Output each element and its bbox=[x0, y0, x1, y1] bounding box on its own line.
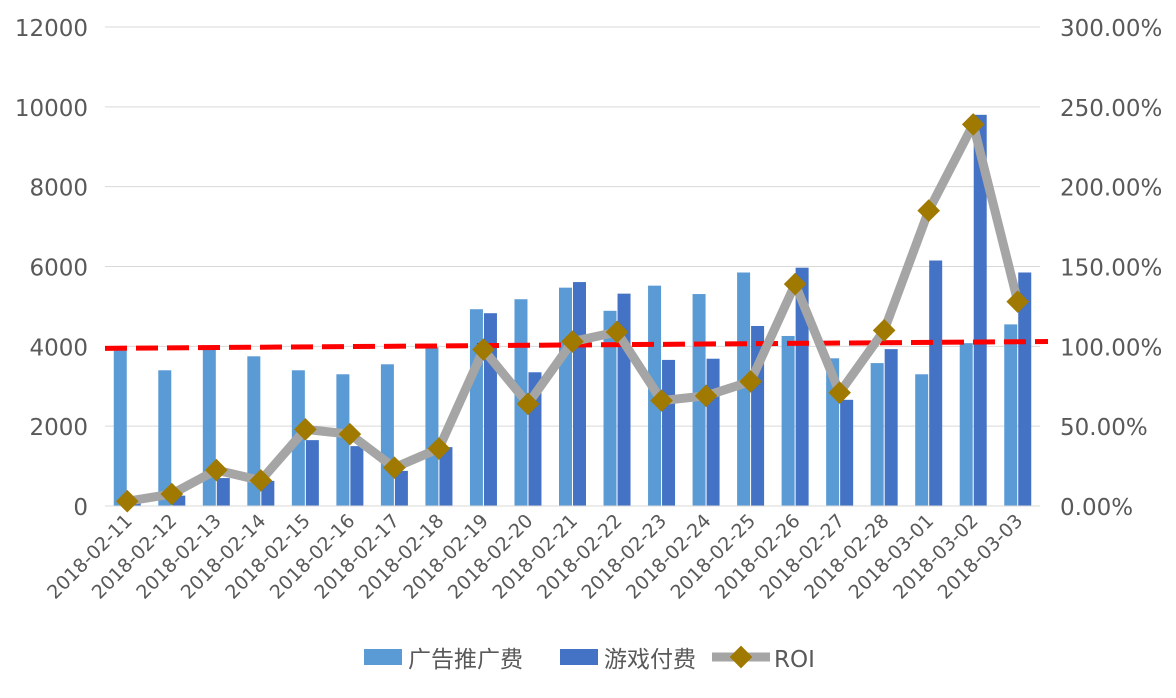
game-pay-bar bbox=[1018, 272, 1032, 506]
game-pay-bar bbox=[305, 440, 319, 506]
roi-marker bbox=[472, 338, 495, 361]
game-pay-bar bbox=[172, 495, 186, 506]
roi-marker bbox=[516, 392, 540, 416]
right-tick-label: 300.00% bbox=[1060, 16, 1162, 42]
ad-spend-bar bbox=[1004, 324, 1018, 506]
roi-marker bbox=[383, 456, 406, 479]
game-pay-bar bbox=[216, 478, 230, 506]
left-tick-label: 4000 bbox=[29, 335, 88, 361]
legend: 广告推广费 游戏付费 ROI bbox=[364, 645, 815, 673]
legend-label-game-pay: 游戏付费 bbox=[604, 647, 696, 673]
roi-series-line bbox=[126, 119, 1023, 506]
ad-spend-bar bbox=[559, 287, 572, 506]
ad-spend-bar bbox=[247, 356, 261, 506]
game-pay-bar bbox=[795, 267, 809, 506]
roi-line bbox=[115, 113, 1030, 513]
roi-marker bbox=[739, 370, 762, 393]
right-axis-ticks: 0.00% 50.00% 100.00% 150.00% 200.00% 250.00% 3… bbox=[1060, 16, 1162, 521]
legend-roi-marker-icon bbox=[729, 645, 753, 669]
roi-marker bbox=[561, 330, 584, 353]
right-tick-label: 50.00% bbox=[1060, 415, 1148, 441]
right-tick-label: 100.00% bbox=[1060, 335, 1162, 361]
game-pay-bar bbox=[884, 349, 898, 506]
game-pay-bar bbox=[394, 470, 408, 506]
left-tick-label: 0 bbox=[73, 495, 88, 521]
ad-spend-bar bbox=[158, 370, 172, 506]
game-pay-bar bbox=[439, 447, 453, 506]
roi-marker bbox=[249, 469, 273, 492]
roi-marker bbox=[605, 320, 629, 344]
ad-spend-bar bbox=[915, 374, 929, 506]
ad-spend-bar bbox=[380, 364, 394, 506]
roi-marker bbox=[872, 319, 896, 342]
roi-marker bbox=[828, 381, 851, 404]
legend-label-ad-spend: 广告推广费 bbox=[408, 647, 523, 673]
right-tick-label: 250.00% bbox=[1060, 96, 1162, 122]
left-tick-label: 2000 bbox=[29, 415, 88, 441]
left-tick-label: 8000 bbox=[29, 176, 88, 202]
legend-label-roi: ROI bbox=[774, 647, 815, 673]
ad-spend-bar bbox=[469, 309, 483, 506]
legend-swatch-game-pay bbox=[560, 649, 598, 665]
game-pay-bar bbox=[662, 359, 676, 506]
right-tick-label: 200.00% bbox=[1060, 176, 1162, 202]
left-tick-label: 12000 bbox=[15, 16, 88, 42]
legend-swatch-ad-spend bbox=[364, 649, 402, 665]
game-pay-bar bbox=[840, 399, 854, 506]
game-pay-bar bbox=[973, 114, 987, 507]
roi-marker bbox=[294, 418, 317, 441]
roi-marker bbox=[338, 422, 362, 446]
ad-spend-bar bbox=[603, 310, 617, 506]
ad-spend-bar bbox=[113, 348, 127, 506]
ad-spend-bar bbox=[425, 347, 439, 506]
roi-marker bbox=[650, 389, 673, 412]
ad-spend-bar bbox=[202, 349, 216, 506]
x-axis-labels: 2018-02-112018-02-122018-02-132018-02-14… bbox=[43, 510, 1027, 604]
ad-spend-bar bbox=[336, 374, 350, 506]
left-axis-ticks: 0 2000 4000 6000 8000 10000 12000 bbox=[15, 16, 88, 521]
right-tick-label: 150.00% bbox=[1060, 256, 1162, 282]
ad-spend-bar bbox=[959, 343, 973, 506]
ad-spend-bar bbox=[870, 363, 884, 506]
ad-spend-bar bbox=[737, 272, 751, 506]
game-pay-bar bbox=[573, 282, 586, 506]
roi-marker bbox=[694, 384, 718, 408]
right-tick-label: 0.00% bbox=[1060, 495, 1133, 521]
game-pay-bar bbox=[929, 260, 943, 506]
left-tick-label: 10000 bbox=[15, 96, 88, 122]
roi-marker bbox=[783, 272, 807, 296]
left-tick-label: 6000 bbox=[29, 256, 88, 282]
game-pay-bar bbox=[706, 358, 720, 506]
ad-spend-bar bbox=[781, 335, 795, 506]
game-pay-bar bbox=[350, 446, 364, 506]
gridlines bbox=[105, 26, 1040, 427]
roi-marker bbox=[427, 437, 451, 460]
